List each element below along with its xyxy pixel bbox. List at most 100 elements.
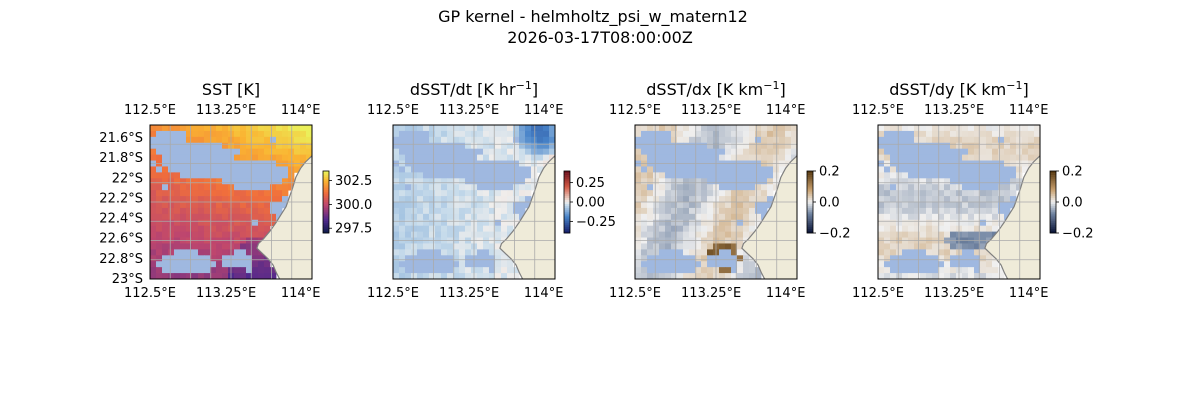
heatmap-cell [890, 267, 897, 274]
heatmap-cell [998, 196, 1005, 203]
heatmap-cell [477, 261, 484, 268]
heatmap-cell [276, 125, 283, 132]
heatmap-cell [968, 225, 975, 233]
heatmap-cell [896, 172, 903, 179]
heatmap-cell [525, 172, 532, 179]
heatmap-cell [441, 202, 448, 209]
heatmap-cell [980, 267, 987, 274]
heatmap-cell [689, 190, 696, 197]
heatmap-cell [743, 261, 750, 268]
heatmap-cell [980, 196, 987, 203]
heatmap-cell [695, 202, 702, 209]
heatmap-cell [749, 261, 756, 268]
heatmap-cell [441, 261, 448, 268]
heatmap-cell [902, 190, 909, 197]
heatmap-cell [914, 148, 921, 156]
heatmap-cell [878, 219, 885, 227]
heatmap-cell [519, 184, 526, 191]
heatmap-cell [878, 273, 885, 280]
land-mass [984, 155, 1040, 279]
heatmap-cell [635, 196, 642, 203]
heatmap-cell [399, 231, 406, 238]
heatmap-cell [701, 125, 708, 132]
heatmap-cell [944, 130, 951, 138]
heatmap-cell [902, 125, 909, 132]
heatmap-cell [216, 219, 223, 227]
heatmap-cell [222, 219, 229, 227]
heatmap-cell [240, 172, 247, 179]
heatmap-cell [890, 207, 897, 215]
heatmap-cell [890, 130, 897, 138]
colorbar-segment [323, 224, 329, 228]
heatmap-cell [992, 202, 999, 209]
heatmap-cell [441, 154, 448, 161]
heatmap-cell [986, 196, 993, 203]
heatmap-cell [950, 231, 957, 238]
heatmap-cell [926, 213, 933, 221]
heatmap-cell [204, 166, 211, 173]
heatmap-cell [411, 249, 418, 256]
heatmap-cell [974, 249, 981, 256]
heatmap-cell [878, 148, 885, 156]
heatmap-cell [204, 142, 211, 150]
heatmap-cell [1028, 142, 1035, 150]
heatmap-cell [944, 249, 951, 256]
heatmap-cell [671, 130, 678, 138]
heatmap-cell [246, 249, 253, 256]
heatmap-cell [246, 172, 253, 179]
heatmap-cell [399, 190, 406, 197]
heatmap-cell [222, 243, 229, 250]
heatmap-cell [914, 130, 921, 138]
heatmap-cell [288, 142, 295, 150]
heatmap-cell [992, 267, 999, 274]
heatmap-cell [435, 130, 442, 138]
heatmap-cell [252, 207, 259, 215]
heatmap-cell [653, 196, 660, 203]
heatmap-cell [216, 225, 223, 233]
heatmap-cell [423, 136, 430, 144]
heatmap-cell [671, 255, 678, 262]
heatmap-cell [441, 125, 448, 132]
heatmap-cell [653, 219, 660, 227]
heatmap-cell [174, 225, 181, 233]
heatmap-cell [441, 130, 448, 138]
heatmap-cell [920, 225, 927, 233]
heatmap-cell [986, 255, 993, 262]
heatmap-cell [168, 196, 175, 203]
heatmap-cell [453, 261, 460, 268]
heatmap-cell [210, 130, 217, 138]
heatmap-cell [210, 207, 217, 215]
heatmap-cell [501, 172, 508, 179]
heatmap-cell [204, 154, 211, 161]
heatmap-cell [162, 184, 169, 191]
heatmap-cell [779, 130, 786, 138]
heatmap-cell [974, 184, 981, 191]
heatmap-cell [689, 207, 696, 215]
heatmap-cell [495, 202, 502, 209]
heatmap-cell [453, 207, 460, 215]
heatmap-cell [192, 267, 199, 274]
figure-title: GP kernel - helmholtz_psi_w_matern12 [438, 7, 748, 27]
heatmap-cell [986, 184, 993, 191]
heatmap-cell [659, 136, 666, 144]
heatmap-cell [701, 231, 708, 238]
heatmap-cell [210, 148, 217, 156]
heatmap-cell [198, 142, 205, 150]
heatmap-cell [210, 231, 217, 238]
heatmap-cell [216, 202, 223, 209]
heatmap-cell [435, 255, 442, 262]
heatmap-cell [435, 196, 442, 203]
heatmap-cell [884, 243, 891, 250]
heatmap-cell [441, 178, 448, 185]
heatmap-cell [258, 178, 265, 185]
heatmap-cell [507, 136, 514, 144]
heatmap-cell [689, 249, 696, 256]
heatmap-cell [743, 142, 750, 150]
heatmap-cell [192, 207, 199, 215]
heatmap-cell [974, 130, 981, 138]
heatmap-cell [240, 213, 247, 221]
heatmap-cell [162, 196, 169, 203]
heatmap-cell [773, 136, 780, 144]
heatmap-cell [459, 148, 466, 156]
